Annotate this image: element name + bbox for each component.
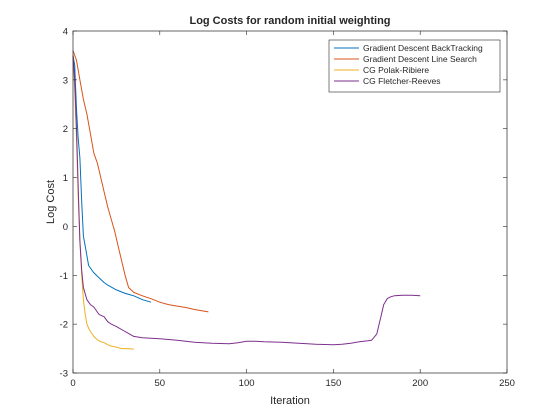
y-tick-label: -3: [60, 369, 68, 380]
legend-label-gradient-descent-backtracking: Gradient Descent BackTracking: [363, 43, 483, 53]
legend-box: [328, 39, 501, 93]
y-tick-label: 1: [63, 173, 68, 184]
y-tick-label: 3: [63, 75, 68, 86]
legend-label-cg-polak-ribiere: CG Polak-Ribiere: [363, 65, 429, 75]
ticks-layer: 0 50 100 150 200 250 -3 -2 -1 0 1 2 3 4: [60, 27, 515, 390]
legend-label-gradient-descent-line-search: Gradient Descent Line Search: [363, 54, 477, 64]
series-line-cg-fletcher-reeves: [72, 55, 421, 346]
y-tick-label: 0: [63, 222, 68, 233]
y-tick-label: -2: [60, 320, 68, 331]
series-line-gradient-descent-line-search: [72, 50, 209, 313]
y-tick-label: 4: [63, 27, 68, 38]
axes-box: [72, 30, 508, 374]
legend-label-cg-fletcher-reeves: CG Fletcher-Reeves: [363, 76, 440, 86]
chart-title: Log Costs for random initial weighting: [189, 15, 390, 27]
x-axis-label: Iteration: [270, 395, 310, 407]
x-tick-label: 100: [239, 378, 255, 389]
x-tick-label: 50: [155, 378, 166, 389]
series-line-gradient-descent-backtracking: [72, 55, 152, 303]
x-tick-label: 150: [325, 378, 341, 389]
y-tick-label: -1: [60, 271, 68, 282]
y-tick-label: 2: [63, 124, 68, 135]
y-axis-label: Log Cost: [45, 180, 57, 224]
series-layer: [72, 50, 421, 350]
x-tick-label: 0: [70, 378, 75, 389]
x-tick-label: 250: [499, 378, 515, 389]
x-tick-label: 200: [412, 378, 428, 389]
